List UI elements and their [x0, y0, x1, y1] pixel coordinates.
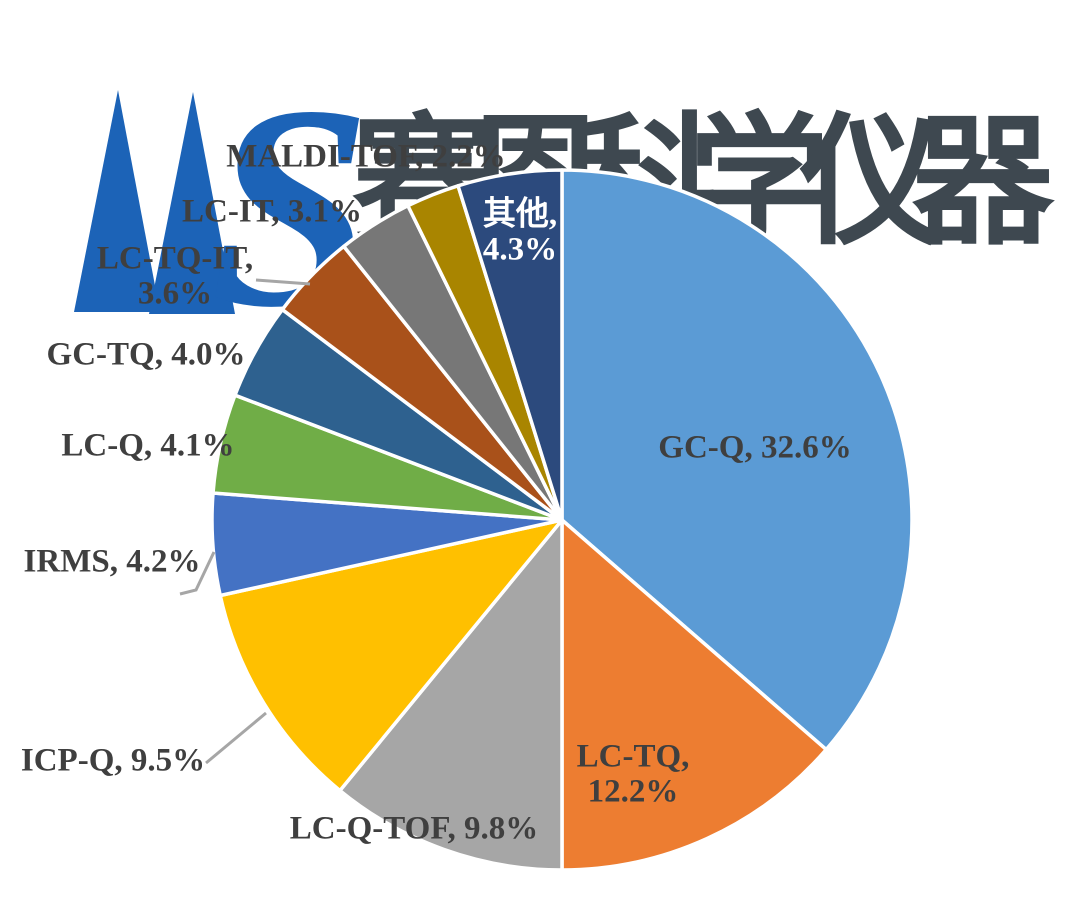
pie-slice-其他 [456, 168, 564, 522]
logo-peak-1 [74, 90, 160, 312]
leader-line-ICP-Q [205, 711, 267, 765]
pie-slice-LC-TQ [560, 518, 828, 872]
pie-slice-GC-Q [560, 168, 914, 752]
pie-slice-LC-Q-TOF [338, 518, 564, 872]
leader-line-LC-TQ-IT [255, 278, 311, 286]
logo-peak-2 [149, 92, 235, 314]
leader-line-IRMS [179, 551, 216, 596]
pie-slice-ICP-Q [218, 518, 564, 793]
